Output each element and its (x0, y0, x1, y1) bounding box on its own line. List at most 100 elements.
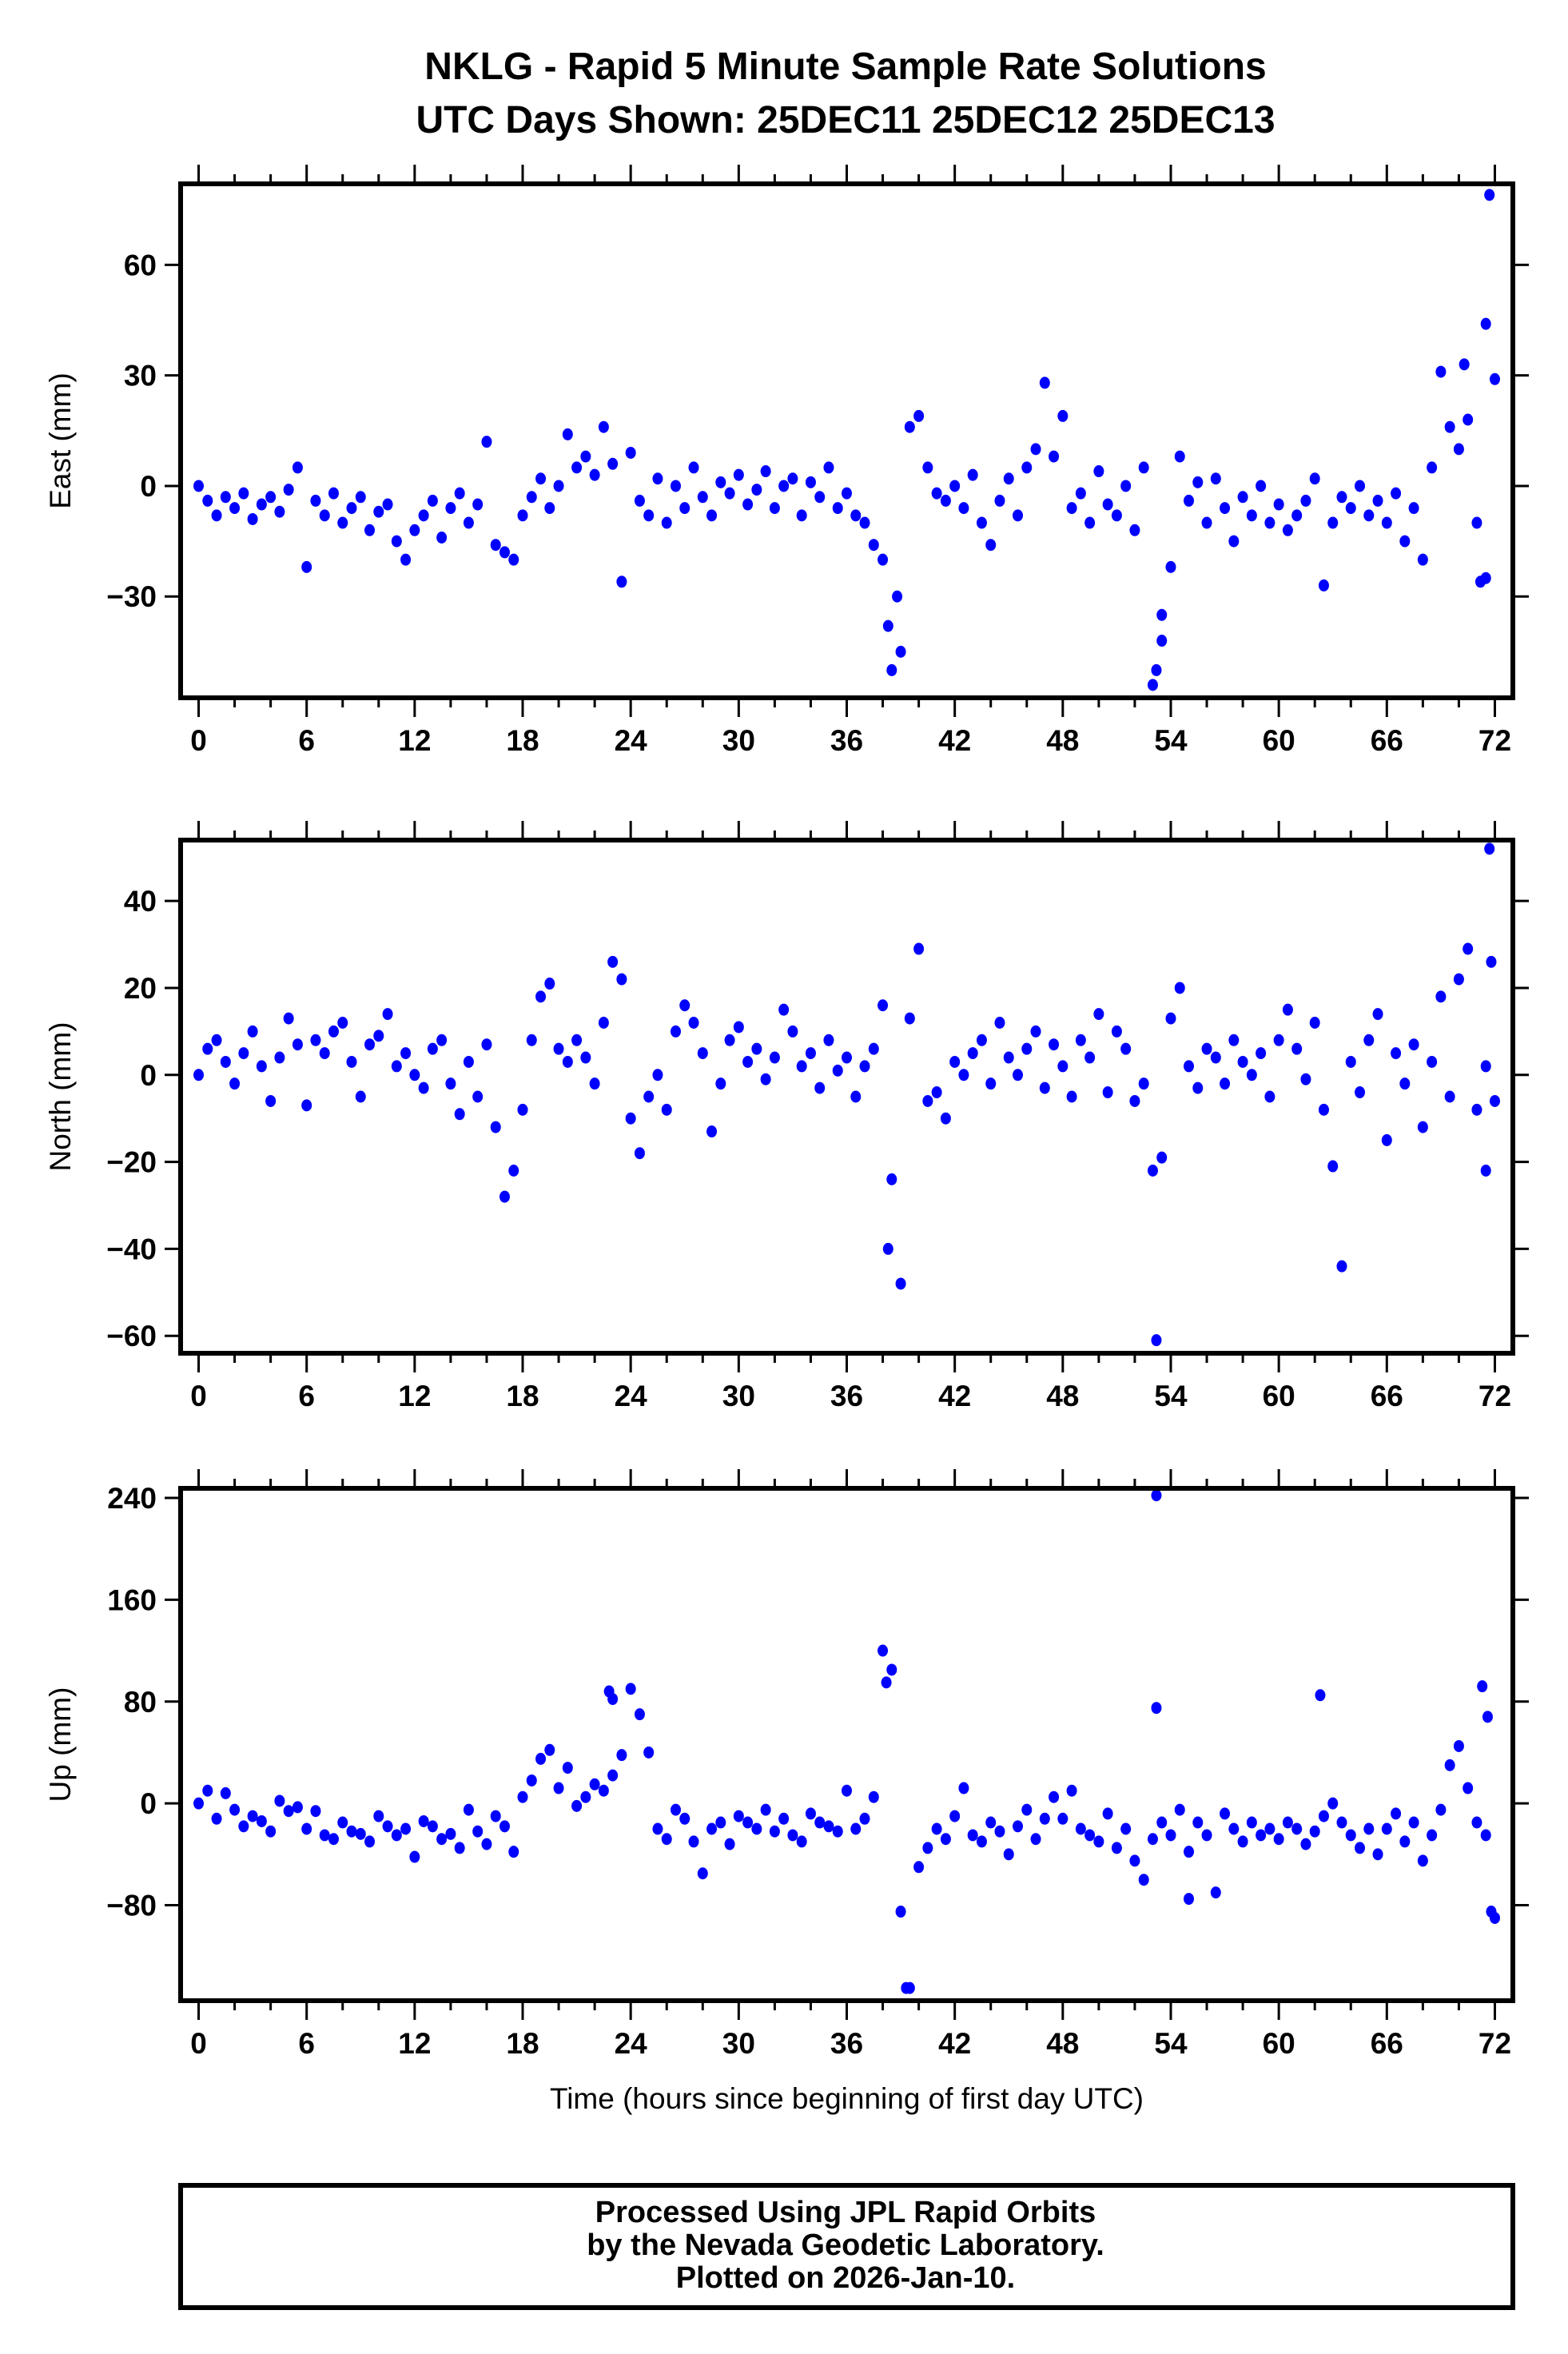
x-tick-label: 18 (506, 2027, 539, 2060)
data-point (1013, 509, 1024, 522)
data-point (1291, 509, 1303, 522)
x-tick-label: 36 (830, 1380, 863, 1412)
data-point (724, 487, 735, 500)
data-point (508, 1846, 519, 1858)
x-tick-label: 12 (398, 2027, 431, 2060)
data-point (1336, 1260, 1347, 1273)
data-point (400, 1047, 412, 1060)
data-point (1363, 1822, 1375, 1835)
data-point (580, 1051, 591, 1064)
data-point (1084, 1051, 1096, 1064)
data-point (526, 1034, 537, 1046)
data-point (310, 1034, 321, 1046)
data-points (193, 1489, 1500, 1994)
data-point (1282, 1003, 1293, 1016)
x-tick-label: 42 (938, 2027, 971, 2060)
y-tick-label: 60 (124, 249, 157, 281)
data-point (562, 1055, 573, 1068)
data-point (382, 498, 393, 511)
data-point (1102, 1086, 1113, 1099)
data-point (1057, 1060, 1069, 1073)
data-point (292, 1801, 303, 1814)
data-point (616, 576, 627, 588)
data-point (931, 487, 942, 500)
data-point (607, 1769, 619, 1782)
data-point (1463, 942, 1474, 955)
data-point (391, 535, 402, 548)
data-point (1471, 1816, 1482, 1829)
data-point (1102, 498, 1113, 511)
y-tick-label: −60 (106, 1320, 157, 1352)
data-point (823, 1034, 834, 1046)
data-point (706, 1822, 718, 1835)
data-point (1021, 1042, 1033, 1055)
data-point (1486, 955, 1497, 968)
data-point (706, 1125, 718, 1138)
data-point (310, 1805, 321, 1818)
data-point (922, 1842, 933, 1854)
data-point (769, 502, 780, 515)
data-point (364, 1835, 376, 1848)
data-point (661, 1833, 672, 1846)
data-point (1363, 1034, 1375, 1046)
data-point (1039, 1812, 1050, 1825)
data-point (1345, 1829, 1356, 1842)
data-point (949, 480, 961, 492)
data-point (634, 494, 645, 507)
x-tick-label: 36 (830, 2027, 863, 2060)
data-point (229, 502, 241, 515)
x-tick-label: 0 (190, 1380, 207, 1412)
data-point (436, 1034, 448, 1046)
data-point (373, 1030, 384, 1042)
data-point (1372, 1008, 1383, 1021)
data-point (1201, 516, 1212, 529)
data-point (1477, 1680, 1488, 1693)
data-point (463, 516, 474, 529)
data-point (229, 1803, 241, 1816)
x-tick-label: 12 (398, 724, 431, 757)
data-point (535, 1752, 547, 1765)
data-point (1345, 502, 1356, 515)
data-point (922, 1094, 933, 1107)
data-point (1138, 461, 1149, 474)
data-point (1453, 443, 1464, 456)
data-point (1408, 1038, 1419, 1051)
data-point (670, 1803, 681, 1816)
data-point (814, 1816, 826, 1829)
data-point (1372, 494, 1383, 507)
data-point (1220, 502, 1231, 515)
data-point (796, 1060, 807, 1073)
data-point (400, 1822, 412, 1835)
x-tick-label: 24 (615, 724, 648, 757)
y-tick-label: 240 (107, 1482, 157, 1515)
data-point (1381, 1822, 1392, 1835)
data-point (265, 1825, 277, 1838)
data-point (688, 1017, 699, 1030)
data-point (892, 590, 903, 603)
data-point (1129, 1854, 1140, 1867)
plot-frame (178, 181, 1515, 700)
data-point (842, 1051, 852, 1064)
data-point (211, 1812, 222, 1825)
y-tick-label: 40 (124, 885, 157, 918)
data-point (832, 1064, 843, 1077)
data-point (1147, 1164, 1158, 1177)
data-point (508, 553, 519, 566)
data-point (1256, 1829, 1267, 1842)
x-tick-label: 6 (298, 1380, 315, 1412)
data-point (661, 1103, 672, 1116)
x-tick-label: 54 (1154, 724, 1188, 757)
x-tick-label: 12 (398, 1380, 431, 1412)
data-point (1345, 1055, 1356, 1068)
data-point (580, 1790, 591, 1803)
data-point (409, 1069, 420, 1081)
data-point (652, 1822, 663, 1835)
data-point (247, 1025, 258, 1038)
data-point (715, 476, 726, 488)
x-tick-label: 42 (938, 724, 971, 757)
data-point (364, 524, 376, 536)
data-point (580, 450, 591, 463)
data-point (499, 1820, 510, 1833)
data-point (1463, 1782, 1474, 1794)
